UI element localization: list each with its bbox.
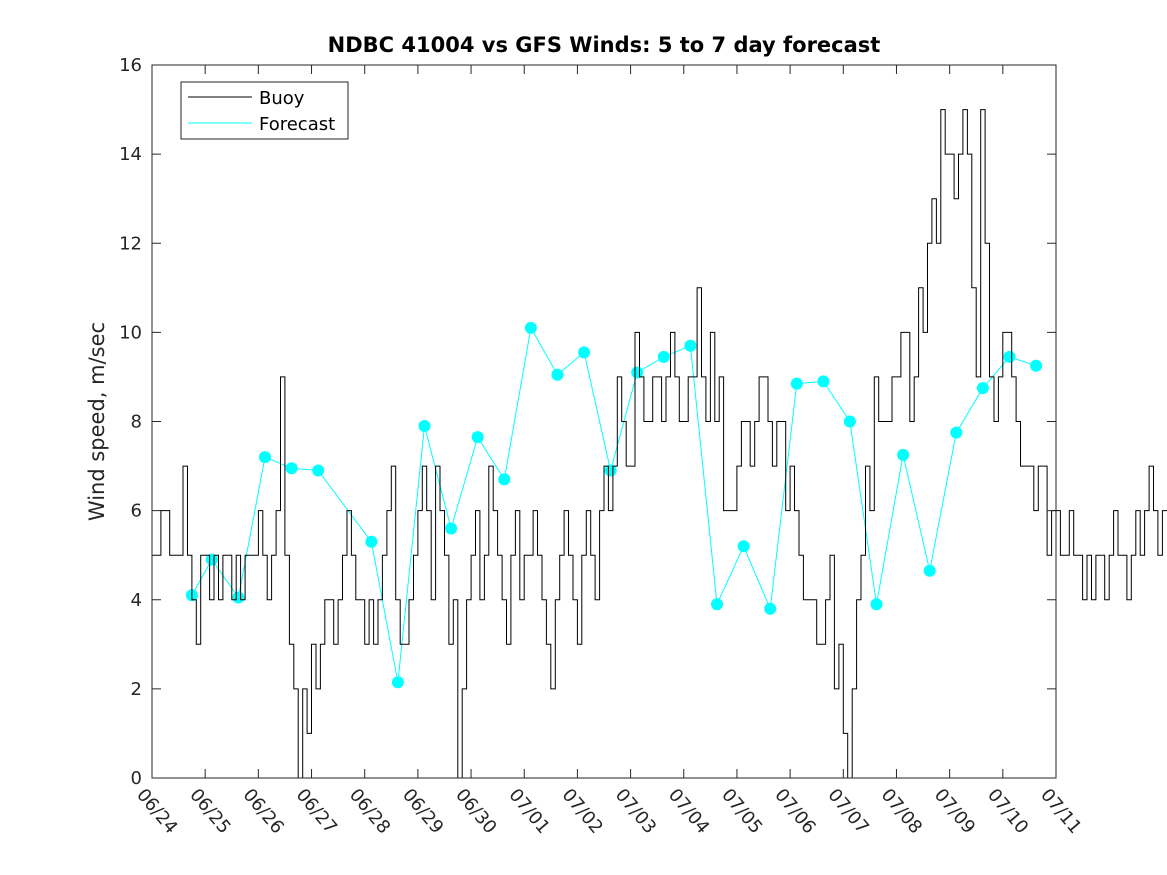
buoy-series [152,109,1167,779]
y-tick-label: 8 [131,412,142,433]
forecast-point [684,339,697,352]
y-axis-label: Wind speed, m/sec [85,322,109,521]
forecast-point [764,602,777,615]
forecast-point [498,473,511,486]
forecast-point [232,591,245,604]
forecast-point [365,535,378,548]
x-tick-label: 07/08 [877,785,926,838]
x-tick-label: 06/29 [398,785,447,838]
forecast-point [817,375,830,388]
forecast-point [445,522,458,535]
y-tick-label: 0 [131,768,142,789]
x-tick-label: 07/11 [1036,785,1085,838]
legend-box [180,81,349,140]
y-tick-label: 10 [119,322,142,343]
x-tick-label: 06/24 [132,785,181,838]
chart-title: NDBC 41004 vs GFS Winds: 5 to 7 day fore… [328,33,881,57]
y-tick-label: 4 [131,590,142,611]
forecast-point [950,426,963,439]
forecast-point [631,366,644,379]
forecast-series [185,321,1043,689]
y-tick-label: 12 [119,233,142,254]
forecast-point [1003,350,1016,363]
x-tick-label: 07/10 [983,785,1032,838]
x-tick-label: 06/26 [239,785,288,838]
x-tick-label: 06/25 [185,785,234,838]
forecast-point [391,676,404,689]
forecast-point [524,321,537,334]
y-tick-label: 6 [131,501,142,522]
x-tick-label: 06/30 [451,785,500,838]
x-tick-label: 07/02 [558,785,607,838]
forecast-point [657,350,670,363]
forecast-point [897,448,910,461]
x-tick-label: 07/04 [664,785,713,838]
forecast-point [870,598,883,611]
forecast-point [711,598,723,611]
forecast-point [471,431,484,444]
forecast-point [418,420,431,432]
forecast-point [737,540,750,553]
x-tick-label: 07/06 [770,785,819,838]
y-tick-label: 14 [119,144,142,165]
legend-buoy-label: Buoy [259,88,305,109]
forecast-point [259,451,271,464]
forecast-point [312,464,325,477]
forecast-point [843,415,856,428]
x-tick-label: 07/01 [504,785,553,838]
legend: Buoy Forecast [180,81,349,140]
x-tick-label: 07/09 [930,785,979,838]
legend-forecast-label: Forecast [259,114,335,135]
buoy-line [152,109,1167,779]
x-tick-label: 06/28 [345,785,394,838]
axes-box [151,64,1057,779]
forecast-point [604,464,617,477]
x-tick-label: 06/27 [292,785,341,838]
y-tick-label: 16 [119,55,142,76]
x-tick-label: 07/03 [611,785,660,838]
forecast-point [578,346,591,359]
forecast-point [205,553,218,566]
x-tick-label: 07/05 [717,785,766,838]
forecast-point [790,377,803,390]
x-tick-label: 07/07 [823,785,872,838]
forecast-point [923,564,936,577]
forecast-point [551,368,564,381]
forecast-point [1030,359,1043,372]
forecast-point [285,462,298,475]
forecast-point [976,382,989,395]
y-tick-label: 2 [131,679,142,700]
